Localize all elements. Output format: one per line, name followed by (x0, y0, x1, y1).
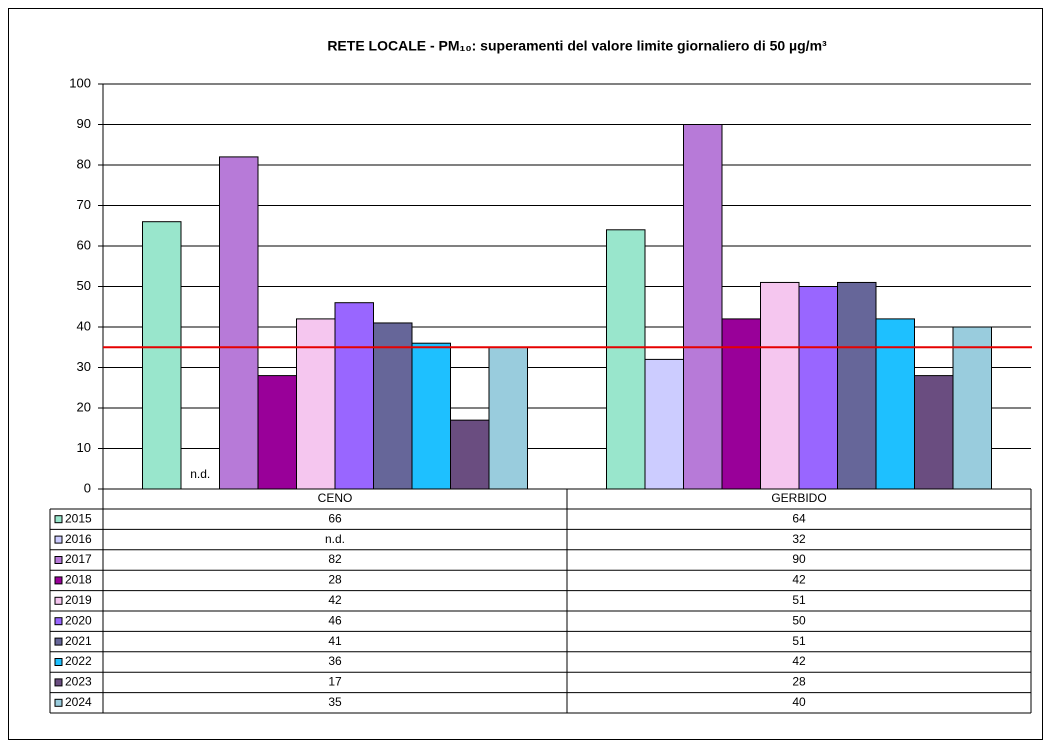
table-value: 66 (328, 511, 342, 525)
bar (721, 318, 761, 490)
table-value: n.d. (325, 532, 345, 546)
bar (450, 419, 490, 490)
bar (257, 375, 297, 490)
legend-label: 2018 (65, 573, 92, 587)
bar (875, 318, 915, 490)
value-label: n.d. (190, 467, 210, 481)
bar (606, 229, 646, 490)
table-value: 46 (328, 613, 342, 627)
table-value: 42 (328, 593, 342, 607)
bar (334, 302, 374, 490)
legend-swatch (54, 515, 63, 524)
bar (683, 124, 723, 490)
table-value: 64 (792, 511, 806, 525)
chart-title: RETE LOCALE - PM₁₀: superamenti del valo… (327, 38, 827, 54)
y-tick-label: 30 (77, 359, 91, 374)
legend-label: 2022 (65, 654, 92, 668)
legend-label: 2024 (65, 695, 92, 709)
y-tick-label: 90 (77, 116, 91, 131)
y-tick-label: 100 (69, 75, 91, 90)
bar (760, 281, 800, 490)
bar (296, 318, 336, 490)
table-value: 28 (792, 675, 806, 689)
legend-label: 2020 (65, 613, 92, 627)
table-value: 82 (328, 552, 342, 566)
table-value: 90 (792, 552, 806, 566)
x-tick-label: GERBIDO (771, 491, 826, 505)
legend-swatch (54, 535, 63, 544)
y-tick-label: 80 (77, 156, 91, 171)
legend-swatch (54, 678, 63, 687)
y-tick-label: 70 (77, 197, 91, 212)
y-tick-label: 0 (84, 480, 91, 495)
legend-swatch (54, 556, 63, 564)
bar (488, 346, 528, 490)
legend-swatch (54, 576, 63, 585)
bar (219, 156, 259, 490)
bar (411, 342, 451, 490)
legend-label: 2023 (65, 675, 92, 689)
table-value: 17 (328, 675, 342, 689)
legend-swatch (54, 698, 63, 707)
table-value: 28 (328, 573, 342, 587)
table-value: 42 (792, 654, 806, 668)
table-value: 41 (328, 634, 342, 648)
legend-swatch (54, 596, 63, 605)
table-value: 35 (328, 695, 342, 709)
legend-label: 2021 (65, 634, 92, 648)
table-value: 32 (792, 532, 806, 546)
chart-border (8, 8, 1043, 740)
y-tick-label: 10 (77, 440, 91, 455)
legend-swatch (54, 637, 63, 646)
table-value: 42 (792, 573, 806, 587)
y-tick-label: 50 (77, 278, 91, 293)
bar (142, 221, 182, 490)
legend-label: 2016 (65, 532, 92, 546)
table-value: 51 (792, 634, 806, 648)
y-tick-label: 20 (77, 399, 91, 414)
legend-label: 2019 (65, 593, 92, 607)
table-value: 40 (792, 695, 806, 709)
bar (952, 326, 992, 490)
bar (644, 358, 684, 490)
y-tick-label: 40 (77, 318, 91, 333)
bar (373, 322, 413, 490)
table-value: 50 (792, 613, 806, 627)
y-tick-label: 60 (77, 237, 91, 252)
table-value: 51 (792, 593, 806, 607)
legend-label: 2015 (65, 511, 92, 525)
bar (914, 375, 954, 490)
legend-label: 2017 (65, 552, 92, 566)
legend-swatch (54, 617, 63, 626)
bar (798, 286, 838, 490)
legend-swatch (54, 658, 63, 666)
x-tick-label: CENO (318, 491, 353, 505)
bar (837, 281, 877, 490)
table-value: 36 (328, 654, 342, 668)
